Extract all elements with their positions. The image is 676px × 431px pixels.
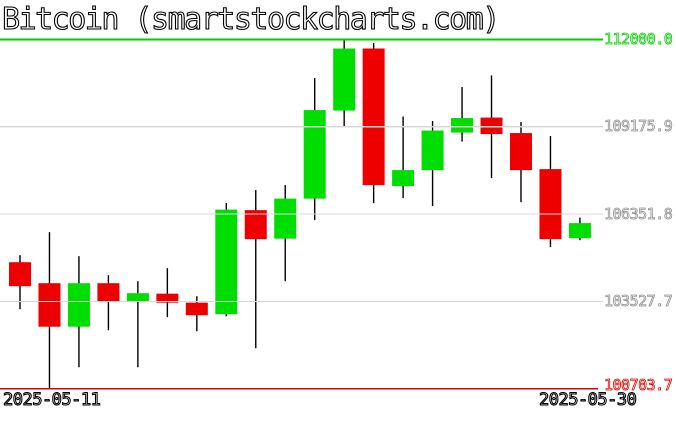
candle-body-down bbox=[362, 48, 385, 186]
candle-body-down bbox=[9, 262, 31, 287]
y-axis-label: 100703.7 bbox=[604, 376, 674, 395]
x-axis-start-date: 2025-05-11 bbox=[2, 389, 101, 410]
candle-body-up bbox=[67, 283, 90, 327]
candle-body-up bbox=[303, 110, 326, 199]
candle-body-down bbox=[185, 302, 208, 316]
candle-body-down bbox=[244, 210, 267, 240]
candle-body-down bbox=[156, 293, 179, 303]
candle-body-up bbox=[421, 130, 444, 171]
candle-body-down bbox=[539, 169, 562, 240]
candle-body-up bbox=[274, 198, 297, 239]
y-axis-label: 103527.7 bbox=[604, 291, 674, 311]
chart-title: Bitcoin (smartstockcharts.com) bbox=[1, 1, 500, 37]
candle-body-up bbox=[126, 293, 149, 302]
candle-body-down bbox=[38, 283, 61, 327]
candle-body-up bbox=[568, 223, 591, 239]
candle-body-up bbox=[392, 170, 415, 187]
x-axis-end-date: 2025-05-30 bbox=[538, 389, 637, 410]
candle-body-up bbox=[215, 209, 238, 315]
candle-body-up bbox=[451, 118, 474, 133]
candle-body-up bbox=[333, 48, 356, 111]
y-axis-label: 112000.0 bbox=[604, 30, 674, 49]
y-axis-label: 109175.9 bbox=[604, 117, 674, 136]
candle-body-down bbox=[97, 283, 120, 302]
candle-body-down bbox=[509, 133, 532, 171]
candle-body-down bbox=[480, 117, 503, 135]
y-axis-label: 106351.8 bbox=[604, 204, 674, 223]
